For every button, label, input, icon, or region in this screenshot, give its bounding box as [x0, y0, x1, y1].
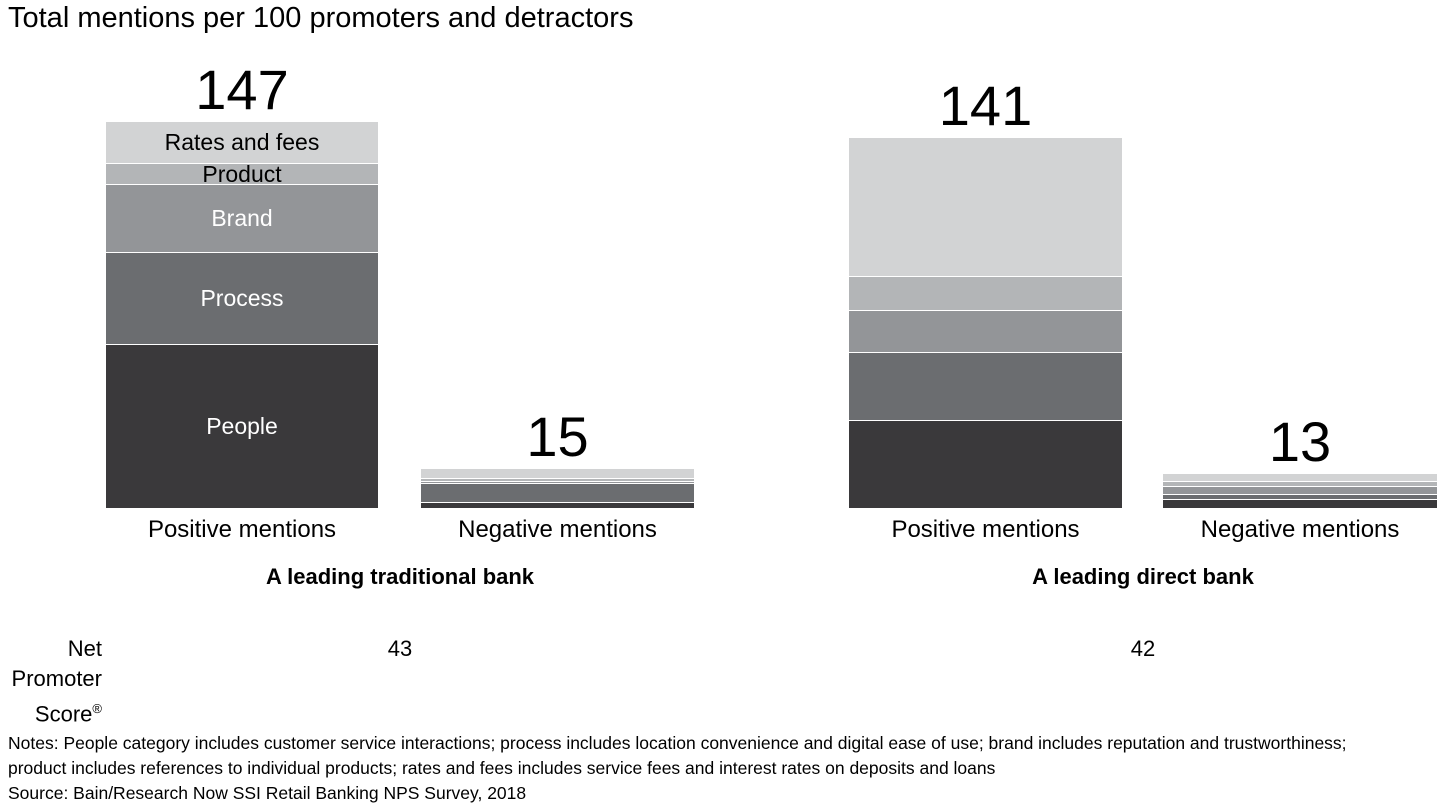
bar-segment-product: Product — [106, 160, 378, 187]
bar-segment-people: People — [106, 345, 378, 508]
bar-segment-rates-and-fees: Rates and fees — [106, 122, 378, 165]
bar-segment-brand — [849, 311, 1122, 354]
nps-label-line1: Net — [67, 636, 102, 661]
bar-positive-traditional: 147 Rates and fees Product Brand Process Peo… — [106, 59, 378, 508]
bar-segment-brand — [1163, 487, 1437, 495]
nps-label-line3: Score® — [34, 701, 102, 727]
bar-segment-process — [849, 353, 1122, 422]
bar-value-label: 141 — [938, 74, 1033, 138]
segment-label: Product — [202, 160, 282, 187]
bar-segment-product — [421, 479, 694, 482]
segment-label: Brand — [211, 205, 273, 232]
bar-segment-people — [849, 421, 1122, 508]
bar-stack — [1163, 473, 1437, 508]
nps-value-traditional: 43 — [387, 636, 413, 661]
bar-value-label: 15 — [526, 405, 589, 469]
bar-segment-brand: Brand — [106, 185, 378, 254]
nps-label-line2: Promoter — [11, 666, 102, 691]
bar-stack — [849, 137, 1122, 508]
bar-segment-rates-and-fees — [1163, 473, 1437, 482]
bar-stack — [421, 468, 694, 508]
bar-segment-process — [421, 484, 694, 503]
x-label-positive-traditional: Positive mentions — [147, 516, 337, 543]
footer-notes: Notes: People category includes customer… — [8, 733, 1347, 778]
bar-negative-traditional: 15 — [421, 406, 694, 508]
bar-segment-product — [849, 276, 1122, 312]
bar-segment-rates-and-fees — [421, 468, 694, 480]
segment-label: Rates and fees — [164, 129, 320, 156]
footer: Notes: People category includes customer… — [8, 731, 1408, 806]
chart-title: Total mentions per 100 promoters and det… — [8, 2, 634, 34]
bar-positive-direct: 141 — [849, 75, 1122, 508]
group-title-traditional-bank: A leading traditional bank — [265, 564, 535, 589]
bar-value-label: 147 — [195, 58, 289, 122]
bar-segment-process: Process — [106, 253, 378, 346]
x-label-negative-traditional: Negative mentions — [458, 516, 657, 543]
segment-label: People — [206, 413, 278, 440]
bar-segment-rates-and-fees — [849, 137, 1122, 277]
bar-segment-brand — [421, 481, 694, 485]
bar-stack: Rates and fees Product Brand Process People — [106, 122, 378, 508]
bar-segment-people — [1163, 500, 1437, 508]
bar-segment-people — [421, 502, 694, 508]
bar-value-label: 13 — [1268, 410, 1332, 474]
group-title-direct-bank: A leading direct bank — [1032, 564, 1254, 589]
nps-value-direct: 42 — [1130, 636, 1156, 661]
bar-segment-process — [1163, 494, 1437, 501]
x-label-negative-direct: Negative mentions — [1200, 516, 1400, 543]
footer-source: Source: Bain/Research Now SSI Retail Ban… — [8, 783, 527, 803]
x-label-positive-direct: Positive mentions — [891, 516, 1080, 543]
nps-axis-label: Net Promoter Score® — [0, 634, 102, 729]
segment-label: Process — [200, 285, 284, 312]
bar-negative-direct: 13 — [1163, 411, 1437, 508]
registered-mark: ® — [92, 701, 102, 716]
bar-segment-product — [1163, 481, 1437, 487]
